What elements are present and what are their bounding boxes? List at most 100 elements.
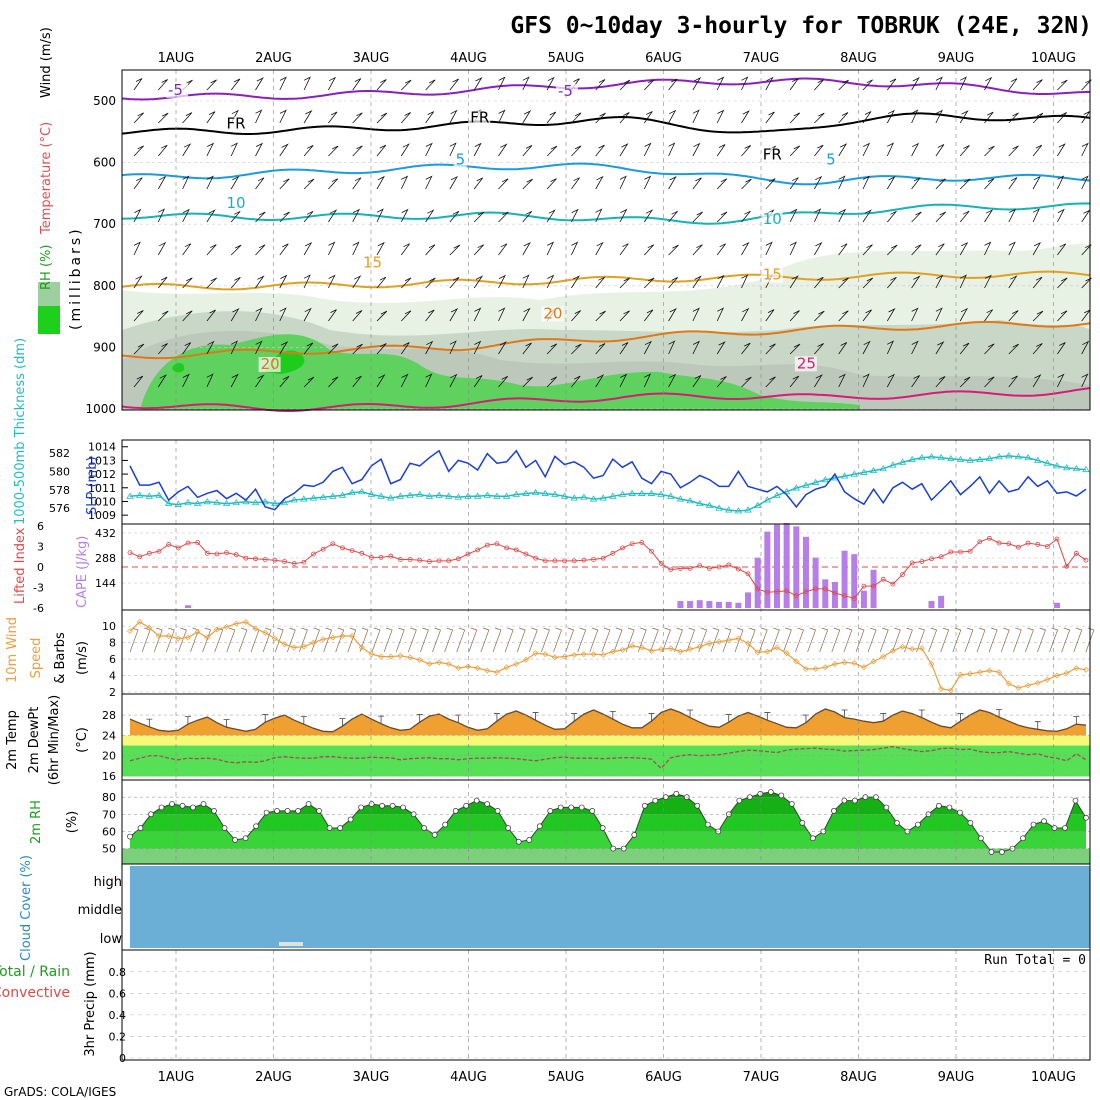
- lifted-index-point: [842, 593, 847, 599]
- thickness-point: [638, 489, 646, 496]
- wind-barb: [498, 243, 508, 256]
- contour-minus5: [121, 77, 1091, 101]
- lifted-index-point: [832, 590, 838, 596]
- wind-barb: [1032, 241, 1042, 256]
- wind-speed-point: [967, 670, 974, 677]
- surface-wind-barb: [553, 627, 562, 653]
- rh-point: [127, 833, 133, 840]
- wind-speed-point: [802, 665, 809, 672]
- wind-barb: [279, 376, 290, 388]
- wind-speed-point: [571, 651, 578, 658]
- thickness-point: [753, 501, 762, 508]
- rh-tick-label: 70: [102, 808, 116, 821]
- surface-wind-barb: [625, 627, 635, 653]
- wind-barb: [303, 342, 314, 355]
- surface-wind-barb: [988, 627, 998, 653]
- wind-barb: [376, 112, 388, 124]
- wind-barb: [862, 111, 872, 124]
- surface-wind-barb: [698, 627, 708, 653]
- surface-wind-barb: [734, 627, 744, 653]
- thickness-point: [570, 494, 578, 501]
- lifted-index-point: [523, 551, 529, 557]
- wind-barb: [449, 373, 458, 388]
- wind-speed-point: [938, 685, 945, 692]
- rh-point: [1041, 818, 1047, 824]
- wind-barb: [814, 175, 823, 190]
- thickness-point: [271, 499, 279, 507]
- temp-maxmin-bar: [764, 712, 771, 721]
- rh-point: [704, 821, 711, 828]
- wind-barb: [862, 340, 871, 355]
- wind-barb: [935, 144, 945, 157]
- rh-point: [368, 801, 375, 807]
- surface-wind-barb: [165, 627, 175, 653]
- temp-ylabel-part: 2m Temp: [5, 710, 20, 770]
- surface-wind-barb: [589, 627, 599, 653]
- wind-barb: [1032, 79, 1043, 91]
- wind-barb: [425, 175, 433, 190]
- surface-wind-barb: [407, 627, 417, 653]
- temp-maxmin-bar: [609, 711, 616, 720]
- thickness-point: [850, 470, 858, 477]
- pressure-tick-label: 900: [93, 340, 116, 354]
- rh-point: [452, 808, 459, 814]
- wind-barb: [789, 375, 800, 388]
- lifted-index-point: [359, 550, 365, 556]
- wind-barb: [692, 177, 702, 190]
- temp-maxmin-bar: [1073, 716, 1080, 725]
- surface-wind-barb: [1012, 627, 1022, 653]
- wind-barb: [643, 340, 652, 355]
- lifted-index-point: [475, 547, 481, 553]
- wind-barb: [522, 210, 533, 223]
- wind-ylabel-part: (m/s): [75, 641, 90, 675]
- wind-barb: [279, 143, 289, 157]
- wind-barb: [814, 374, 823, 388]
- surface-wind-barb: [335, 627, 345, 653]
- pressure-tick-label: 1000: [85, 402, 116, 416]
- wind-barb: [255, 177, 265, 190]
- thickness-point: [821, 476, 829, 483]
- contour-label-bg: [166, 82, 188, 98]
- temp-maxmin-bar: [918, 709, 925, 718]
- surface-wind-barb: [432, 627, 441, 653]
- thickness-point: [222, 499, 231, 507]
- surface-wind-barb: [722, 627, 732, 653]
- wind-barb: [449, 308, 459, 322]
- wind-barb: [352, 208, 361, 223]
- lifted-index-point: [803, 589, 809, 594]
- lifted-index-point: [967, 548, 973, 554]
- wind-barb: [303, 76, 311, 91]
- wind-speed-line: [129, 621, 1087, 692]
- wind-barb: [1081, 79, 1092, 91]
- wind-barb: [741, 76, 749, 91]
- wind-barb: [182, 112, 193, 124]
- wind-barb: [862, 373, 870, 388]
- wind-barb: [230, 210, 241, 223]
- wind-barb: [643, 309, 654, 322]
- surface-wind-barb: [226, 627, 236, 653]
- wind-barb: [716, 341, 726, 355]
- wind-barb: [1057, 243, 1067, 256]
- cloud-ylabel: Cloud Cover (%): [19, 855, 34, 961]
- wind-barb: [206, 340, 215, 355]
- wind-barb: [425, 373, 433, 388]
- wind-speed-point: [136, 619, 143, 625]
- wind-barb: [765, 376, 776, 388]
- surface-wind-barb: [323, 627, 333, 653]
- rh-point: [305, 801, 312, 807]
- surface-wind-barb: [662, 627, 671, 653]
- thickness-point: [454, 493, 463, 500]
- thickness-point: [406, 491, 414, 498]
- contour-freezing: [121, 112, 1091, 135]
- cape-bar: [696, 600, 703, 608]
- wind-speed-point: [957, 671, 964, 678]
- wind-speed-point: [812, 665, 819, 672]
- wind-barb: [619, 373, 628, 388]
- wind-barb: [206, 244, 217, 256]
- thickness-tick-label: 580: [49, 466, 70, 479]
- rh-band-base: [122, 848, 1090, 864]
- cloud-cover-fill: [130, 866, 1090, 948]
- temp-maxmin-bar: [725, 714, 732, 723]
